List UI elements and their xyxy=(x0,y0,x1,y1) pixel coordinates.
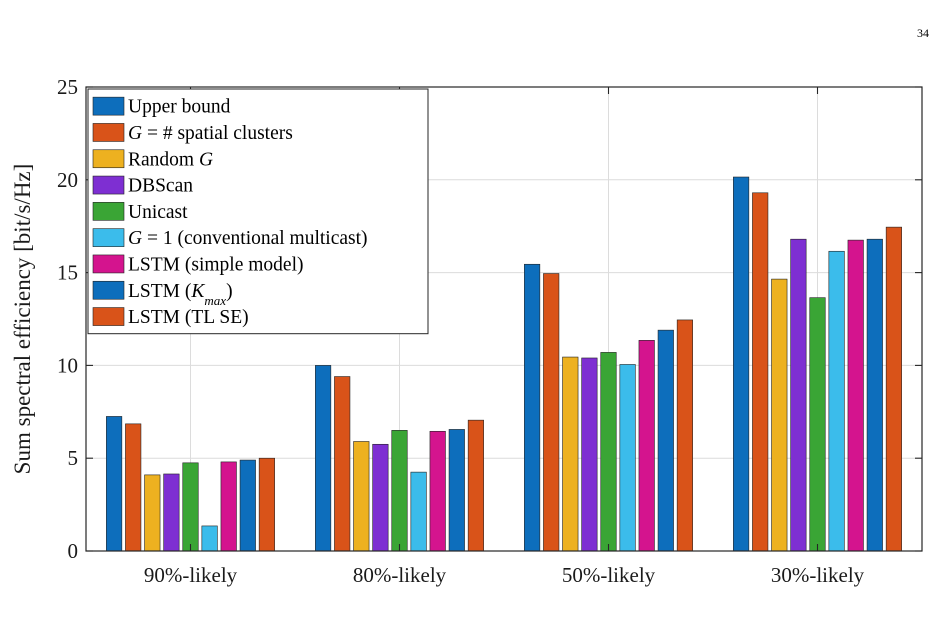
bar xyxy=(866,238,883,552)
legend-label: DBScan xyxy=(128,176,193,197)
x-tick-label: 80%-likely xyxy=(353,563,447,587)
axes-box xyxy=(85,86,923,552)
bar xyxy=(657,329,674,552)
legend-item: G = 1 (conventional multicast) xyxy=(92,228,368,249)
legend-swatch xyxy=(92,175,125,195)
legend-swatch xyxy=(92,228,125,247)
bar xyxy=(144,474,161,552)
bar xyxy=(752,192,769,552)
bar xyxy=(809,297,826,552)
bar xyxy=(106,416,123,552)
bar xyxy=(315,365,332,552)
legend-label: LSTM (simple model) xyxy=(128,254,303,275)
bar xyxy=(125,423,142,552)
bar xyxy=(676,319,693,552)
legend-item: Upper bound xyxy=(92,96,231,118)
bar xyxy=(600,352,617,552)
page-number: 34 xyxy=(917,26,929,40)
legend-label: LSTM (Kmax) xyxy=(128,281,233,308)
bar xyxy=(638,340,655,552)
legend-label: Unicast xyxy=(128,202,188,223)
legend-label: Random G xyxy=(128,149,213,170)
bar xyxy=(220,461,237,552)
legend-swatch xyxy=(92,254,125,274)
legend-box xyxy=(87,88,429,335)
x-tick-label: 90%-likely xyxy=(144,563,238,587)
legend-label: G = 1 (conventional multicast) xyxy=(128,228,368,249)
bar xyxy=(790,238,807,552)
y-tick-label: 20 xyxy=(57,168,78,192)
bar xyxy=(410,471,427,552)
bar xyxy=(543,273,560,552)
legend-item: LSTM (simple model) xyxy=(92,254,303,275)
bar xyxy=(619,364,636,552)
bar xyxy=(391,430,408,552)
legend-swatch xyxy=(92,307,125,326)
y-tick-label: 25 xyxy=(57,75,78,99)
legend-label: LSTM (TL SE) xyxy=(128,307,249,328)
bars xyxy=(106,176,902,552)
bar xyxy=(239,459,256,552)
bar xyxy=(562,356,579,552)
legend-label: G = # spatial clusters xyxy=(128,123,293,144)
bar xyxy=(201,525,218,552)
bar xyxy=(524,263,541,552)
bar xyxy=(448,429,465,552)
legend: Upper bound G = # spatial clusters Random … xyxy=(87,88,429,335)
bar xyxy=(163,473,180,552)
y-tick-label: 0 xyxy=(68,539,79,563)
legend-item: Random G xyxy=(92,149,213,170)
legend-item: Unicast xyxy=(92,202,188,223)
legend-item: LSTM (Kmax) xyxy=(92,280,233,308)
bar xyxy=(258,457,275,552)
bar xyxy=(581,357,598,552)
tick-labels: 0 5 10 15 20 25 90%-likely 80%-likely 50%-likely… xyxy=(57,75,865,587)
y-axis-label: Sum spectral efficiency [bit/s/Hz] xyxy=(10,164,35,475)
legend-item: DBScan xyxy=(92,175,193,197)
bar xyxy=(429,430,446,552)
legend-swatch xyxy=(92,280,125,300)
legend-item: LSTM (TL SE) xyxy=(92,307,249,328)
legend-label: Upper bound xyxy=(128,97,231,118)
bar xyxy=(334,376,351,552)
y-tick-label: 10 xyxy=(57,353,78,377)
bar xyxy=(733,176,750,552)
legend-swatch xyxy=(92,202,125,221)
x-tick-label: 50%-likely xyxy=(562,563,656,587)
bar xyxy=(353,441,370,552)
bar xyxy=(372,443,389,552)
y-tick-label: 5 xyxy=(68,446,79,470)
x-tick-label: 30%-likely xyxy=(771,563,865,587)
legend-swatch xyxy=(92,96,125,116)
bar xyxy=(467,419,484,552)
bar xyxy=(885,226,902,552)
bar xyxy=(828,250,845,552)
bar xyxy=(182,462,199,552)
bar xyxy=(771,278,788,552)
legend-swatch xyxy=(92,149,125,169)
legend-swatch xyxy=(92,123,125,142)
bar xyxy=(847,239,864,552)
legend-item: G = # spatial clusters xyxy=(92,123,293,144)
y-tick-label: 15 xyxy=(57,261,78,285)
